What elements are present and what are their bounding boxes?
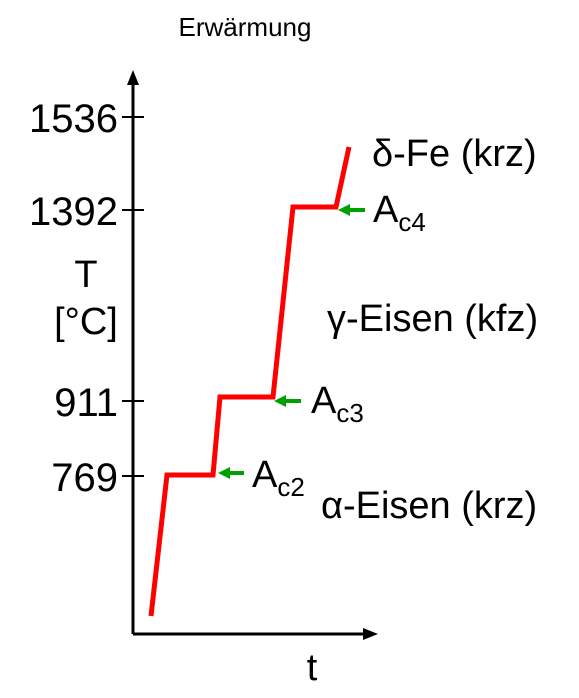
label-ac3: Ac3 (311, 380, 364, 428)
phase-label-gamma: γ-Eisen (kfz) (327, 298, 538, 340)
y-axis-arrowhead (127, 70, 139, 85)
tick-label-1392: 1392 (29, 190, 118, 234)
label-ac2: Ac2 (252, 454, 305, 502)
y-ticks (122, 116, 144, 477)
arrow-ac3-head (274, 395, 286, 407)
y-tick-labels: 1536 1392 911 769 (29, 97, 118, 500)
tick-label-1536: 1536 (29, 97, 118, 141)
phase-label-alpha: α-Eisen (krz) (321, 485, 537, 527)
x-axis-arrowhead (363, 628, 378, 640)
y-axis-label-unit: [°C] (54, 301, 118, 343)
x-axis-label: t (307, 647, 318, 689)
transition-arrows (218, 204, 365, 479)
tick-label-769: 769 (51, 456, 118, 500)
y-axis-label-symbol: T (74, 254, 97, 296)
diagram-title: Erwärmung (179, 12, 312, 42)
phase-label-delta: δ-Fe (krz) (372, 133, 537, 175)
label-ac4: Ac4 (373, 189, 426, 237)
arrow-ac4-head (338, 204, 350, 216)
heating-curve (148, 146, 352, 617)
tick-label-911: 911 (54, 381, 118, 425)
axes (127, 70, 378, 640)
arrow-ac2-head (218, 467, 230, 479)
